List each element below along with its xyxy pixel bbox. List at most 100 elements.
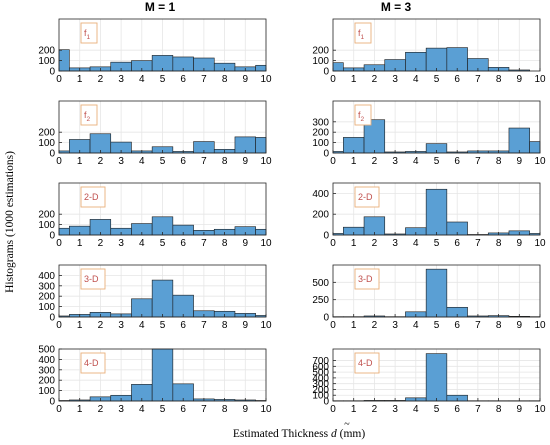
- x-tick-label: 4: [413, 74, 419, 85]
- panel-label: 3-D: [84, 274, 99, 284]
- x-tick-label: 8: [496, 74, 502, 85]
- panel-label-box: [80, 22, 98, 44]
- x-tick-label: 7: [201, 320, 207, 331]
- y-tick-label: 100: [312, 138, 329, 149]
- x-tick-label: 10: [534, 404, 546, 415]
- y-tick-label: 200: [38, 46, 55, 57]
- x-tick-label: 3: [118, 404, 124, 415]
- x-tick-label: 5: [434, 404, 440, 415]
- x-tick-label: 3: [118, 320, 124, 331]
- x-tick-label: 0: [56, 238, 62, 249]
- x-tick-label: 3: [118, 238, 124, 249]
- y-tick-label: 300: [312, 379, 329, 390]
- x-tick-label: 9: [517, 404, 523, 415]
- y-tick-label: 400: [312, 189, 329, 200]
- y-tick-label: 0: [49, 313, 55, 324]
- histogram-bar: [58, 227, 70, 236]
- x-tick-label: 2: [98, 320, 104, 331]
- x-tick-label: 1: [77, 156, 83, 167]
- y-tick-label: 0: [323, 313, 329, 324]
- histogram-bar: [332, 62, 344, 72]
- x-tick-label: 5: [160, 404, 166, 415]
- y-tick-label: 300: [312, 117, 329, 128]
- y-tick-label: 200: [38, 292, 55, 303]
- y-tick-label: 500: [38, 345, 55, 356]
- x-tick-label: 2: [372, 320, 378, 331]
- histogram-bar: [529, 141, 541, 154]
- x-tick-label: 10: [534, 156, 546, 167]
- panel-label-box: [80, 186, 106, 208]
- x-tick-label: 6: [180, 156, 186, 167]
- y-tick-label: 100: [38, 302, 55, 313]
- y-tick-label: 0: [49, 231, 55, 242]
- histogram-bar: [255, 137, 267, 154]
- column-title-left: M = 1: [145, 0, 176, 14]
- x-tick-label: 10: [260, 404, 272, 415]
- x-tick-label: 4: [413, 320, 419, 331]
- x-tick-label: 6: [454, 238, 460, 249]
- y-tick-label: 100: [38, 138, 55, 149]
- y-tick-label: 400: [312, 373, 329, 384]
- x-tick-label: 2: [372, 156, 378, 167]
- panel-label: 4-D: [358, 358, 373, 368]
- column-title-right: M = 3: [381, 0, 412, 14]
- x-tick-label: 7: [475, 74, 481, 85]
- x-tick-label: 4: [139, 404, 145, 415]
- x-label-tilde: ~: [344, 419, 350, 430]
- x-tick-label: 2: [372, 238, 378, 249]
- panel-label-box: [354, 186, 380, 208]
- histogram-bar: [446, 47, 468, 72]
- x-tick-label: 1: [351, 320, 357, 331]
- x-tick-label: 3: [118, 74, 124, 85]
- panel-label: f2: [358, 110, 365, 123]
- x-tick-label: 0: [56, 320, 62, 331]
- panel-m3-3-d: 0 1 2 3 4 5 6 7 8 9 10 0 250 500 3-D: [312, 264, 546, 331]
- x-tick-label: 7: [475, 238, 481, 249]
- x-tick-label: 6: [180, 404, 186, 415]
- x-tick-label: 5: [160, 74, 166, 85]
- x-tick-label: 10: [260, 74, 272, 85]
- y-tick-label: 0: [323, 149, 329, 160]
- x-tick-label: 1: [351, 156, 357, 167]
- panel-label-box: [354, 104, 372, 126]
- x-tick-label: 10: [534, 238, 546, 249]
- histogram-bar: [508, 127, 530, 154]
- y-tick-label: 300: [38, 365, 55, 376]
- x-label-text: Estimated Thickness: [233, 428, 329, 440]
- x-tick-label: 7: [475, 404, 481, 415]
- histogram-bar: [425, 47, 448, 72]
- y-tick-label: 0: [323, 397, 329, 408]
- x-tick-label: 3: [392, 320, 398, 331]
- y-tick-label: 500: [312, 368, 329, 379]
- panel-label: f1: [358, 28, 365, 41]
- x-tick-label: 10: [260, 156, 272, 167]
- x-tick-label: 9: [517, 238, 523, 249]
- panel-label: 2-D: [84, 192, 99, 202]
- panel-label: 4-D: [84, 358, 99, 368]
- x-tick-label: 0: [330, 320, 336, 331]
- x-tick-label: 6: [180, 74, 186, 85]
- panel-label-box: [80, 104, 98, 126]
- x-tick-label: 7: [201, 404, 207, 415]
- x-tick-label: 8: [222, 320, 228, 331]
- x-tick-label: 9: [243, 156, 249, 167]
- panel-label-box: [80, 268, 106, 290]
- x-tick-label: 10: [534, 320, 546, 331]
- x-tick-label: 2: [98, 156, 104, 167]
- x-tick-label: 9: [517, 74, 523, 85]
- x-tick-label: 10: [534, 74, 546, 85]
- x-tick-label: 7: [201, 156, 207, 167]
- x-tick-label: 0: [330, 156, 336, 167]
- x-tick-label: 10: [260, 320, 272, 331]
- panel-label-box: [354, 352, 380, 374]
- y-tick-label: 100: [312, 391, 329, 402]
- y-tick-label: 200: [38, 376, 55, 387]
- y-tick-label: 200: [312, 128, 329, 139]
- x-tick-label: 9: [243, 404, 249, 415]
- x-tick-label: 8: [496, 404, 502, 415]
- x-tick-label: 0: [56, 156, 62, 167]
- x-tick-label: 0: [330, 238, 336, 249]
